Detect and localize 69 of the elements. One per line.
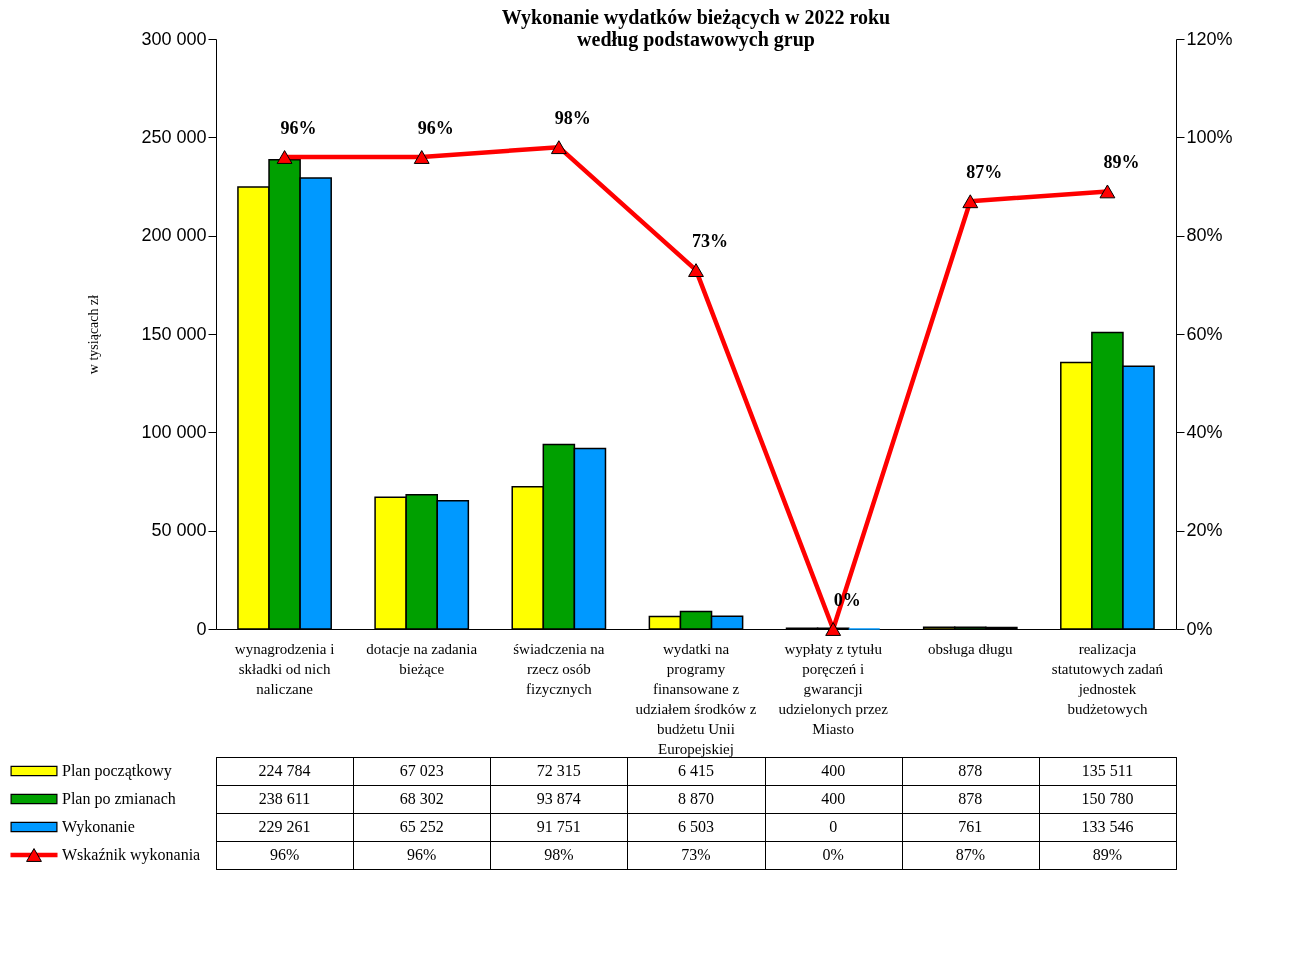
y-tick-label: 150 000 bbox=[141, 323, 207, 344]
data-label: 65 252 bbox=[399, 818, 444, 835]
data-label: 238 611 bbox=[258, 790, 311, 807]
data-label: 8 870 bbox=[678, 790, 714, 807]
data-label: 400 bbox=[821, 790, 846, 807]
chart-title: Wykonanie wydatków bieżących w 2022 roku bbox=[501, 6, 891, 29]
chart-subtitle: według podstawowych grup bbox=[577, 28, 815, 51]
y2-tick-label: 80% bbox=[1186, 225, 1223, 246]
data-label: 67 023 bbox=[399, 762, 444, 779]
x-tick-label: obsługa długu bbox=[927, 640, 1014, 657]
text: 73% bbox=[692, 231, 728, 252]
y-tick-label: 200 000 bbox=[141, 225, 207, 246]
data-label: 6 415 bbox=[678, 762, 714, 779]
legend-label: Wskaźnik wykonania bbox=[62, 846, 201, 864]
data-label: 400 bbox=[821, 762, 846, 779]
data-label: 150 780 bbox=[1081, 790, 1134, 807]
legend-label: Plan po zmianach bbox=[62, 790, 176, 808]
x-tick-label: świadczenia na rzecz osób fizycznych bbox=[513, 640, 605, 697]
data-label: 72 315 bbox=[536, 762, 581, 779]
data-label: 135 511 bbox=[1081, 762, 1134, 779]
data-label: 878 bbox=[958, 762, 983, 779]
text: 89% bbox=[1103, 152, 1140, 173]
x-tick-label: dotacje na zadania bieżące bbox=[366, 640, 478, 677]
data-label: 6 503 bbox=[678, 818, 714, 835]
data-label: 229 261 bbox=[258, 818, 311, 835]
data-label: 0 bbox=[829, 818, 838, 835]
text: 96% bbox=[280, 118, 317, 138]
point bbox=[688, 263, 704, 278]
y2-tick-label: 0% bbox=[1186, 618, 1213, 639]
y2-tick-label: 120% bbox=[1186, 28, 1233, 49]
data-label: 96% bbox=[269, 846, 300, 863]
text: 98% bbox=[554, 108, 591, 129]
data-label: 93 874 bbox=[536, 790, 581, 807]
data-label: 73% bbox=[681, 846, 711, 863]
y-tick-label: 100 000 bbox=[141, 421, 207, 442]
data-label: 98% bbox=[544, 846, 574, 863]
data-label: 89% bbox=[1092, 846, 1123, 863]
y2-tick-label: 40% bbox=[1186, 421, 1223, 442]
y-tick-label: 50 000 bbox=[151, 520, 207, 541]
x-tick-label: wypłaty z tytułu poręczeń i gwarancji udzielonych przez Miasto bbox=[778, 640, 889, 737]
y-tick-label: 0 bbox=[196, 618, 207, 639]
data-label: 68 302 bbox=[399, 790, 444, 807]
x-tick-label: wynagrodzenia i składki od nich naliczane bbox=[234, 640, 335, 697]
point bbox=[413, 150, 430, 164]
data-label: 87% bbox=[955, 846, 985, 863]
y2-tick-label: 100% bbox=[1186, 126, 1233, 147]
legend-label: Plan początkowy bbox=[62, 762, 172, 780]
text: 96% bbox=[417, 118, 454, 138]
y-tick-label: 250 000 bbox=[141, 126, 207, 147]
data-label: 0% bbox=[822, 846, 844, 863]
legend-label: Wykonanie bbox=[62, 818, 135, 836]
point bbox=[276, 150, 293, 164]
point bbox=[1099, 184, 1116, 199]
text: 87% bbox=[966, 162, 1003, 183]
point bbox=[825, 622, 842, 636]
y2-tick-label: 60% bbox=[1186, 323, 1223, 344]
point bbox=[550, 140, 567, 155]
data-label: 91 751 bbox=[536, 818, 581, 835]
x-tick-label: wydatki na programy finansowane z udziałem środków z budżetu Unii Europejskiej bbox=[635, 640, 757, 757]
data-label: 224 784 bbox=[258, 762, 311, 779]
data-label: 133 546 bbox=[1081, 818, 1134, 835]
x-tick-label: realizacja statutowych zadań jednostek budżetowych bbox=[1051, 640, 1164, 717]
data-label: 96% bbox=[407, 846, 437, 863]
data-label: 878 bbox=[958, 790, 983, 807]
y2-tick-label: 20% bbox=[1186, 520, 1223, 541]
y-axis-title: w tysiącach zł bbox=[86, 294, 102, 375]
data-label: 761 bbox=[958, 818, 983, 835]
point bbox=[962, 194, 979, 209]
y-tick-label: 300 000 bbox=[141, 28, 207, 49]
